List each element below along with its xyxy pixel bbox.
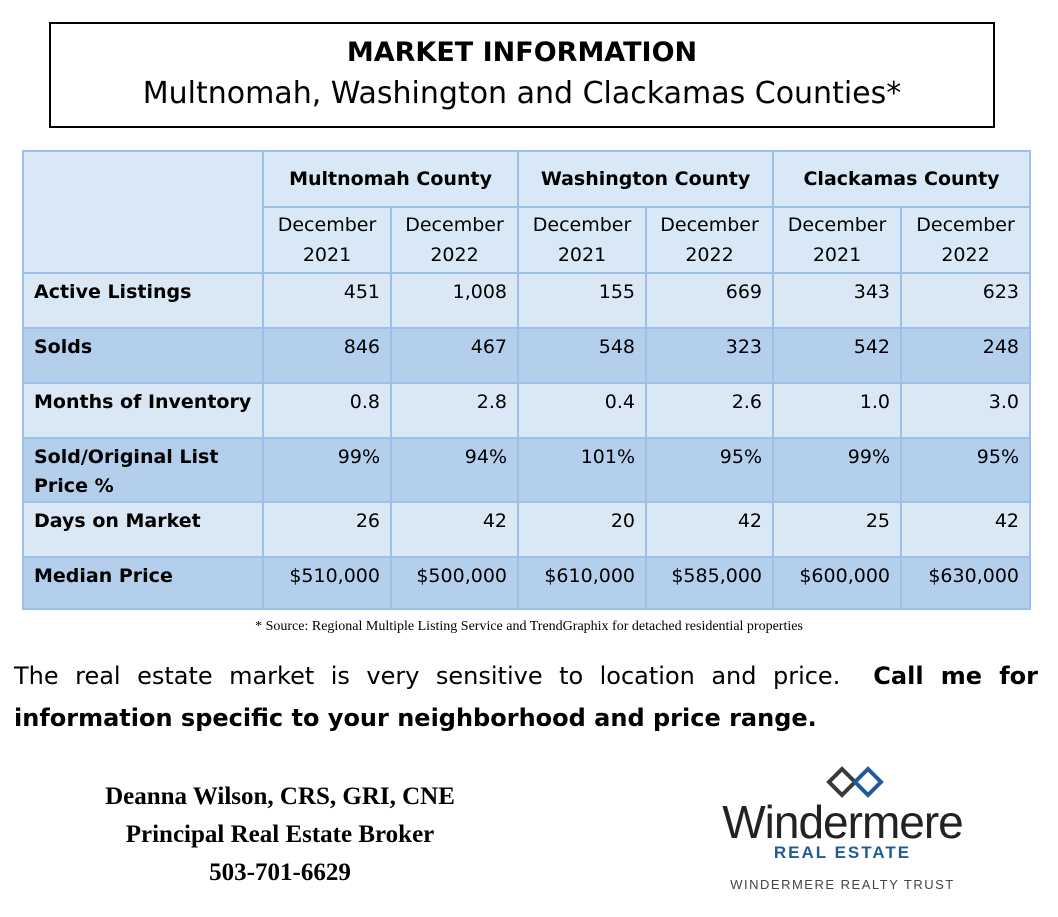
table-cell: 542: [772, 327, 903, 384]
table-row-months-of-inventory: Months of Inventory 0.8 2.8 0.4 2.6 1.0 …: [22, 382, 1032, 439]
table-cell: 42: [900, 501, 1032, 558]
table-cell: 101%: [517, 437, 648, 503]
table-cell: 623: [900, 272, 1032, 329]
agent-name: Deanna Wilson, CRS, GRI, CNE: [105, 783, 455, 810]
row-label: Sold/Original List Price %: [22, 437, 264, 503]
period-header: December 2021: [517, 206, 648, 274]
windermere-diamond-icon: [826, 766, 884, 798]
period-header: December 2022: [389, 206, 520, 274]
table-cell: 323: [645, 327, 775, 384]
county-header-multnomah: Multnomah County: [261, 150, 520, 208]
table-row-sold-list-price: Sold/Original List Price % 99% 94% 101% …: [22, 437, 1032, 503]
table-cell: 1,008: [389, 272, 520, 329]
logo-trust: WINDERMERE REALTY TRUST: [730, 877, 955, 892]
message-call-to-action: Call me for information specific to your…: [14, 662, 1038, 732]
table-cell: 1.0: [772, 382, 903, 439]
table-cell: 343: [772, 272, 903, 329]
message-text: The real estate market is very sensitive…: [14, 662, 841, 690]
table-row-median-price: Median Price $510,000 $500,000 $610,000 …: [22, 556, 1032, 610]
marketing-message: The real estate market is very sensitive…: [14, 655, 1038, 739]
source-footnote: * Source: Regional Multiple Listing Serv…: [255, 619, 803, 634]
table-cell: 99%: [772, 437, 903, 503]
table-row-solds: Solds 846 467 548 323 542 248: [22, 327, 1032, 384]
county-header-clackamas: Clackamas County: [772, 150, 1032, 208]
agent-title: Principal Real Estate Broker: [125, 821, 435, 848]
table-cell: 25: [772, 501, 903, 558]
table-cell: $500,000: [389, 556, 520, 610]
page-title: MARKET INFORMATION: [346, 37, 698, 68]
period-header: December 2021: [772, 206, 903, 274]
corner-cell: [22, 150, 264, 274]
period-header: December 2021: [262, 206, 392, 274]
table-cell: 3.0: [900, 382, 1032, 439]
page-subtitle: Multnomah, Washington and Clackamas Coun…: [142, 76, 902, 111]
period-header: December 2022: [900, 206, 1032, 274]
table-cell: $630,000: [900, 556, 1032, 610]
table-cell: 99%: [262, 437, 392, 503]
table-row-days-on-market: Days on Market 26 42 20 42 25 42: [22, 501, 1032, 558]
table-cell: 42: [645, 501, 775, 558]
table-cell: 94%: [389, 437, 520, 503]
logo-wordmark: Windermere: [722, 796, 964, 848]
table-cell: 451: [262, 272, 392, 329]
county-header-washington: Washington County: [517, 150, 775, 208]
table-cell: $510,000: [262, 556, 392, 610]
table-cell: 20: [517, 501, 648, 558]
agent-contact: Deanna Wilson, CRS, GRI, CNE Principal R…: [60, 778, 500, 892]
table-cell: $610,000: [517, 556, 648, 610]
agent-phone: 503-701-6629: [209, 859, 351, 886]
table-cell: 155: [517, 272, 648, 329]
row-label: Active Listings: [22, 272, 264, 329]
table-cell: 846: [262, 327, 392, 384]
table-cell: $585,000: [645, 556, 775, 610]
table-cell: 42: [389, 501, 520, 558]
table-cell: 248: [900, 327, 1032, 384]
logo-subtitle: REAL ESTATE: [773, 843, 912, 862]
table-cell: 95%: [645, 437, 775, 503]
row-label: Months of Inventory: [22, 382, 264, 439]
table-row-active-listings: Active Listings 451 1,008 155 669 343 62…: [22, 272, 1032, 329]
row-label: Days on Market: [22, 501, 264, 558]
table-cell: 548: [517, 327, 648, 384]
market-table: Multnomah County Washington County Clack…: [22, 150, 1032, 610]
table-cell: 467: [389, 327, 520, 384]
table-cell: $600,000: [772, 556, 903, 610]
period-header: December 2022: [645, 206, 775, 274]
table-cell: 2.6: [645, 382, 775, 439]
row-label: Median Price: [22, 556, 264, 610]
table-cell: 95%: [900, 437, 1032, 503]
table-cell: 26: [262, 501, 392, 558]
table-cell: 2.8: [389, 382, 520, 439]
table-cell: 0.4: [517, 382, 648, 439]
table-cell: 0.8: [262, 382, 392, 439]
windermere-logo: Windermere REAL ESTATE WINDERMERE REALTY…: [710, 765, 1000, 905]
title-box: MARKET INFORMATION Multnomah, Washington…: [49, 22, 995, 128]
table-cell: 669: [645, 272, 775, 329]
row-label: Solds: [22, 327, 264, 384]
